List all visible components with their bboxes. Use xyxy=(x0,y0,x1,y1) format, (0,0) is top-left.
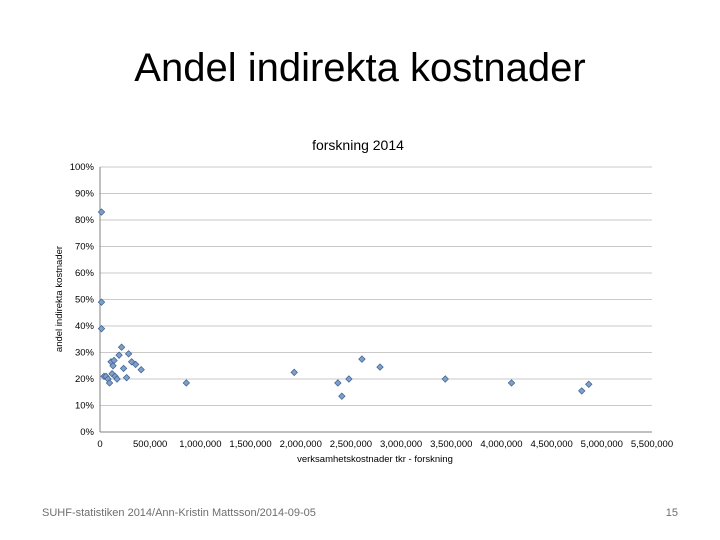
x-tick-label: 3,000,000 xyxy=(380,439,422,450)
x-tick-label: 3,500,000 xyxy=(430,439,472,450)
data-point xyxy=(117,343,126,351)
x-tick-label: 2,500,000 xyxy=(330,439,372,450)
x-tick-label: 500,000 xyxy=(133,439,167,450)
data-point xyxy=(334,379,342,387)
data-point xyxy=(127,358,136,366)
data-point xyxy=(119,364,128,373)
y-tick-label: 90% xyxy=(75,189,95,200)
data-point xyxy=(105,379,114,387)
data-point xyxy=(110,356,118,365)
y-tick-label: 80% xyxy=(75,215,95,226)
x-tick-label: 1,000,000 xyxy=(179,439,221,450)
data-point xyxy=(441,375,449,383)
x-tick-label: 4,000,000 xyxy=(480,439,522,450)
data-point xyxy=(137,366,145,374)
chart-title: forskning 2014 xyxy=(312,137,404,153)
data-point xyxy=(376,363,384,371)
footer-source: SUHF-statistiken 2014/Ann-Kristin Mattss… xyxy=(42,507,316,519)
data-point xyxy=(358,355,366,363)
y-tick-label: 40% xyxy=(75,321,95,332)
slide-title: Andel indirekta kostnader xyxy=(134,46,586,90)
data-point xyxy=(578,387,586,395)
y-tick-label: 10% xyxy=(75,401,95,412)
data-point xyxy=(109,362,117,370)
y-tick-label: 70% xyxy=(75,242,95,253)
data-point xyxy=(115,351,123,359)
y-tick-label: 50% xyxy=(75,295,95,306)
y-axis-tick-labels: 0% 10% 20% 30% 40% 50% 60% 70% 80% 90% 100% xyxy=(70,162,95,438)
y-axis-title: andel indirekta kostnader xyxy=(54,246,65,352)
data-point xyxy=(97,298,106,306)
x-tick-label: 0 xyxy=(97,439,102,450)
x-axis-tick-labels: 0 500,000 1,000,000 1,500,000 2,000,000 2,500… xyxy=(97,439,673,450)
data-point xyxy=(131,360,140,369)
x-axis-title: verksamhetskostnader tkr - forskning xyxy=(297,454,453,465)
y-tick-label: 100% xyxy=(70,162,95,173)
data-points xyxy=(97,208,593,400)
data-point xyxy=(113,375,121,383)
data-point xyxy=(507,379,516,387)
x-tick-label: 5,000,000 xyxy=(581,439,623,450)
data-point xyxy=(97,324,106,333)
data-point xyxy=(122,373,131,382)
y-tick-label: 60% xyxy=(75,268,95,279)
y-tick-label: 30% xyxy=(75,348,95,359)
data-point xyxy=(290,368,298,377)
y-tick-label: 0% xyxy=(80,427,94,438)
x-tick-label: 5,500,000 xyxy=(631,439,673,450)
page-number: 15 xyxy=(665,507,678,519)
data-point xyxy=(182,379,191,387)
data-point xyxy=(338,392,346,400)
data-point xyxy=(585,380,593,388)
data-point xyxy=(345,375,353,383)
data-point xyxy=(124,350,133,358)
x-tick-label: 4,500,000 xyxy=(531,439,573,450)
gridlines xyxy=(100,166,652,406)
x-tick-label: 2,000,000 xyxy=(280,439,322,450)
x-tick-label: 1,500,000 xyxy=(229,439,271,450)
y-tick-label: 20% xyxy=(75,374,95,385)
data-point xyxy=(97,208,106,216)
